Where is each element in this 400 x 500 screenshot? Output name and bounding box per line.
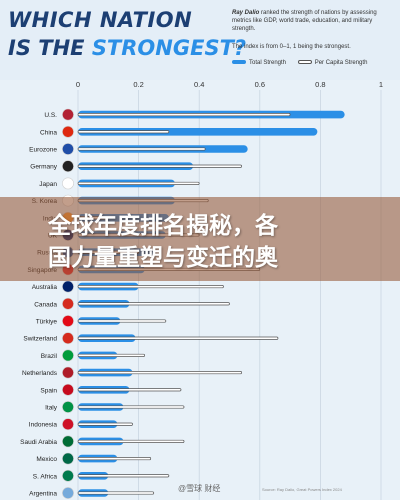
chart-legend: Total Strength Per Capita Strength xyxy=(232,60,367,66)
x-tick-label: 1 xyxy=(379,80,383,89)
country-label: Netherlands xyxy=(22,370,58,377)
flag-za-icon xyxy=(62,469,74,482)
flag-ch-icon xyxy=(62,332,74,345)
country-label: Mexico xyxy=(36,456,57,463)
flag-sa-icon xyxy=(62,435,74,448)
x-tick-label: 0.2 xyxy=(133,80,143,89)
per-capita-bar xyxy=(77,491,155,495)
per-capita-bar xyxy=(77,130,170,134)
country-label: Indonesia xyxy=(29,422,58,429)
per-capita-bar xyxy=(77,164,242,168)
chart-title-line2: IS THE STRONGEST? xyxy=(8,36,246,60)
country-label: Australia xyxy=(32,284,58,291)
country-label: Canada xyxy=(34,301,57,308)
country-label: S. Africa xyxy=(33,473,58,480)
flag-es-icon xyxy=(62,383,74,396)
index-note: The index is from 0–1, 1 being the stron… xyxy=(232,44,351,50)
caption-overlay-text: 全球年度排名揭秘，各 国力量重塑与变迁的奥 xyxy=(48,213,278,271)
flag-ca-icon xyxy=(62,297,74,310)
legend-total-label: Total Strength xyxy=(249,60,287,66)
description-text: ranked the strength of nations by assess… xyxy=(232,10,377,32)
per-capita-bar xyxy=(77,113,291,117)
watermark: @雪球 财经 xyxy=(178,484,221,493)
per-capita-bar xyxy=(77,388,182,392)
legend-total-swatch xyxy=(232,60,246,65)
chart-description: Ray Dalio ranked the strength of nations… xyxy=(232,9,394,33)
legend-per-capita-label: Per Capita Strength xyxy=(314,60,368,66)
flag-cn-icon xyxy=(62,125,74,138)
flag-au-icon xyxy=(62,280,74,293)
source-note: Source: Ray Dalio, Great Powers Index 20… xyxy=(262,487,342,492)
per-capita-bar xyxy=(77,181,200,185)
country-label: Spain xyxy=(40,387,57,394)
per-capita-bar xyxy=(77,319,167,323)
flag-br-icon xyxy=(62,349,74,362)
country-label: Eurozone xyxy=(29,147,57,154)
per-capita-bar xyxy=(77,474,170,478)
country-label: Türkiye xyxy=(36,319,58,326)
per-capita-bar xyxy=(77,285,224,289)
country-label: Italy xyxy=(45,405,58,412)
x-tick-label: 0.6 xyxy=(255,80,265,89)
flag-tr-icon xyxy=(62,315,74,327)
total-strength-bar xyxy=(78,128,318,136)
country-label: Saudi Arabia xyxy=(20,439,57,446)
per-capita-bar xyxy=(77,457,152,461)
country-label: China xyxy=(40,129,57,136)
per-capita-bar xyxy=(77,336,279,340)
flag-us-icon xyxy=(62,108,74,121)
country-label: Germany xyxy=(30,164,57,171)
flag-nl-icon xyxy=(62,366,74,379)
country-label: Brazil xyxy=(41,353,58,360)
country-label: Switzerland xyxy=(23,336,57,343)
country-label: Japan xyxy=(39,181,57,188)
per-capita-bar xyxy=(77,353,146,357)
x-tick-label: 0.4 xyxy=(194,80,204,89)
chart-title-line2-accent: STRONGEST? xyxy=(91,36,247,60)
flag-de-icon xyxy=(62,160,74,173)
chart-title-line1: WHICH NATION xyxy=(8,8,193,32)
flag-mx-icon xyxy=(62,452,74,465)
description-author: Ray Dalio xyxy=(232,10,260,16)
caption-overlay-band xyxy=(0,197,400,281)
flag-ar-icon xyxy=(62,487,74,499)
chart-header: WHICH NATION IS THE STRONGEST? Ray Dalio… xyxy=(0,0,400,80)
x-tick-label: 0 xyxy=(76,80,80,89)
per-capita-bar xyxy=(77,147,206,151)
country-label: U.S. xyxy=(44,112,57,119)
flag-eu-icon xyxy=(62,143,74,155)
flag-jp-icon xyxy=(62,177,74,190)
per-capita-bar xyxy=(77,422,133,426)
x-tick-label: 0.8 xyxy=(315,80,325,89)
legend-per-capita-swatch xyxy=(297,60,312,65)
per-capita-bar xyxy=(77,302,230,306)
strength-bar-chart: 0 0.2 0.4 0.6 0.8 1 U.S. China Eurozone Germany Ja… xyxy=(20,80,383,500)
country-label: Argentina xyxy=(29,491,57,498)
flag-it-icon xyxy=(62,401,74,413)
per-capita-bar xyxy=(77,371,242,375)
chart-title-line2-dark: IS THE xyxy=(8,36,92,60)
per-capita-bar xyxy=(77,439,185,443)
per-capita-bar xyxy=(77,405,185,409)
flag-id-icon xyxy=(62,418,74,431)
